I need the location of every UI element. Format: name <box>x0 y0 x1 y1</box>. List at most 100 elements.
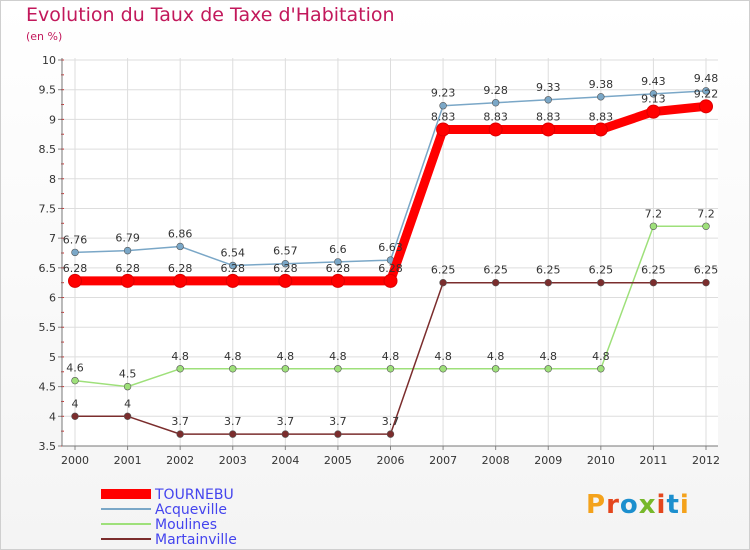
data-label: 4 <box>124 397 131 410</box>
data-point-moulines <box>491 365 500 373</box>
data-point-martainville <box>281 430 290 438</box>
legend-label-acqueville: Acqueville <box>155 502 227 518</box>
x-tick-label: 2005 <box>324 454 352 467</box>
data-point-martainville <box>71 412 79 421</box>
data-label: 4.8 <box>277 350 295 363</box>
data-point-acqueville <box>439 102 447 110</box>
proxiti-logo: Proxiti <box>586 490 690 520</box>
data-point-acqueville <box>281 259 290 268</box>
data-point-martainville <box>229 430 237 438</box>
data-point-moulines <box>123 382 132 391</box>
data-point-moulines <box>229 365 237 373</box>
data-label: 4.8 <box>592 350 610 363</box>
data-point-moulines <box>439 365 447 373</box>
data-point-tournebu <box>593 122 608 137</box>
data-point-martainville <box>649 278 658 287</box>
y-tick-label: 7 <box>49 232 56 245</box>
x-tick-label: 2011 <box>639 454 667 467</box>
y-tick-label: 3.5 <box>39 440 57 453</box>
data-point-tournebu <box>225 273 240 288</box>
data-point-acqueville <box>702 87 710 95</box>
legend-swatch-tournebu <box>101 489 151 499</box>
series-layer <box>68 87 713 438</box>
x-tick-label: 2010 <box>587 454 615 467</box>
data-point-tournebu <box>120 273 135 288</box>
data-label: 6.79 <box>115 232 140 245</box>
data-point-martainville <box>334 430 342 438</box>
x-tick-label: 2002 <box>166 454 194 467</box>
data-point-acqueville <box>334 258 342 266</box>
data-label: 8.83 <box>431 110 456 123</box>
data-point-tournebu <box>330 273 345 288</box>
data-label: 9.43 <box>641 75 666 88</box>
data-label: 6.28 <box>63 262 88 275</box>
data-label: 3.7 <box>171 415 189 428</box>
data-label: 9.33 <box>536 81 561 94</box>
y-tick-label: 5.5 <box>39 321 57 334</box>
data-label: 4.8 <box>224 350 242 363</box>
x-tick-label: 2007 <box>429 454 457 467</box>
data-label: 3.7 <box>329 415 347 428</box>
y-tick-label: 7.5 <box>39 202 57 215</box>
data-point-acqueville <box>544 96 552 104</box>
data-point-moulines <box>334 365 342 373</box>
data-point-moulines <box>649 222 658 230</box>
data-label: 4.8 <box>434 350 452 363</box>
data-point-martainville <box>386 430 395 438</box>
data-point-martainville <box>439 278 447 287</box>
x-tick-label: 2006 <box>377 454 405 467</box>
logo-letter: x <box>638 490 657 520</box>
legend-label-moulines: Moulines <box>155 517 217 533</box>
data-point-moulines <box>71 376 79 385</box>
x-tick-label: 2009 <box>534 454 562 467</box>
data-point-acqueville <box>123 246 132 255</box>
data-point-martainville <box>123 412 132 421</box>
data-label: 4.5 <box>119 368 137 381</box>
data-point-moulines <box>597 365 605 373</box>
data-point-acqueville <box>649 90 658 98</box>
x-tick-label: 2004 <box>271 454 299 467</box>
data-label: 4.8 <box>171 350 189 363</box>
logo-letter: i <box>679 490 690 520</box>
data-label: 6.28 <box>273 262 298 275</box>
y-tick-label: 8 <box>49 173 56 186</box>
data-point-moulines <box>544 365 552 373</box>
data-point-martainville <box>491 278 500 287</box>
logo-letter: i <box>656 490 667 520</box>
data-label: 4 <box>72 397 79 410</box>
data-label: 6.28 <box>115 262 140 275</box>
data-label: 7.2 <box>697 207 715 220</box>
y-tick-label: 4 <box>49 410 56 423</box>
data-label: 8.83 <box>483 110 508 123</box>
data-label: 6.25 <box>589 264 614 277</box>
data-point-tournebu <box>488 122 503 137</box>
data-label: 3.7 <box>277 415 295 428</box>
data-label: 6.28 <box>326 262 351 275</box>
data-label: 6.76 <box>63 233 88 246</box>
logo-letter: o <box>619 490 639 520</box>
chart-subtitle: (en %) <box>26 30 63 43</box>
data-point-martainville <box>544 278 552 287</box>
data-label: 6.86 <box>168 227 193 240</box>
logo-letter: P <box>586 490 607 520</box>
data-label: 4.8 <box>487 350 505 363</box>
data-label: 6.28 <box>168 262 193 275</box>
data-point-martainville <box>176 430 184 438</box>
data-point-moulines <box>386 365 395 373</box>
data-label: 4.8 <box>329 350 347 363</box>
data-point-tournebu <box>436 122 451 137</box>
data-label: 6.25 <box>536 264 561 277</box>
data-point-acqueville <box>176 242 184 251</box>
y-tick-label: 8.5 <box>39 143 57 156</box>
y-tick-label: 6 <box>49 292 56 305</box>
logo-letter: t <box>666 490 680 520</box>
data-label: 6.28 <box>221 262 246 275</box>
data-point-tournebu <box>68 273 82 288</box>
y-tick-label: 6.5 <box>39 262 57 275</box>
legend-label-tournebu: TOURNEBU <box>154 487 234 503</box>
data-label: 6.25 <box>431 264 456 277</box>
data-point-moulines <box>702 222 710 230</box>
data-point-tournebu <box>646 104 661 119</box>
data-point-tournebu <box>278 273 293 288</box>
